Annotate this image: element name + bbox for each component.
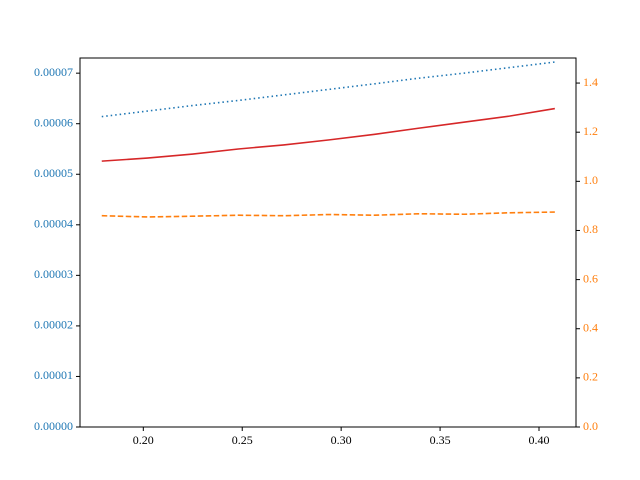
x-tick-label: 0.20 xyxy=(133,433,154,447)
y-tick-label: 0.00005 xyxy=(34,166,73,180)
y2-tick-label: 1.4 xyxy=(583,75,598,89)
data-line xyxy=(101,61,555,118)
y-tick-label: 0.00007 xyxy=(34,65,73,79)
y2-tick-label: 0.8 xyxy=(583,222,598,236)
data-line xyxy=(101,107,555,162)
x-tick-label: 0.25 xyxy=(232,433,253,447)
data-line xyxy=(101,211,555,218)
y-tick-label: 0.00000 xyxy=(34,419,73,433)
y2-tick-label: 0.6 xyxy=(583,271,598,285)
y2-tick-label: 0.4 xyxy=(583,320,598,334)
y-tick-label: 0.00004 xyxy=(34,217,73,231)
x-tick-label: 0.35 xyxy=(430,433,451,447)
y2-tick-label: 0.0 xyxy=(583,419,598,433)
y2-tick-label: 1.2 xyxy=(583,124,598,138)
x-tick-label: 0.30 xyxy=(331,433,352,447)
plot-frame xyxy=(79,57,577,428)
y-tick-label: 0.00001 xyxy=(34,368,73,382)
y2-tick-label: 0.2 xyxy=(583,370,598,384)
y2-tick-label: 1.0 xyxy=(583,173,598,187)
x-tick-label: 0.40 xyxy=(529,433,550,447)
y-tick-label: 0.00003 xyxy=(34,267,73,281)
y-tick-label: 0.00006 xyxy=(34,115,73,129)
y-tick-label: 0.00002 xyxy=(34,318,73,332)
